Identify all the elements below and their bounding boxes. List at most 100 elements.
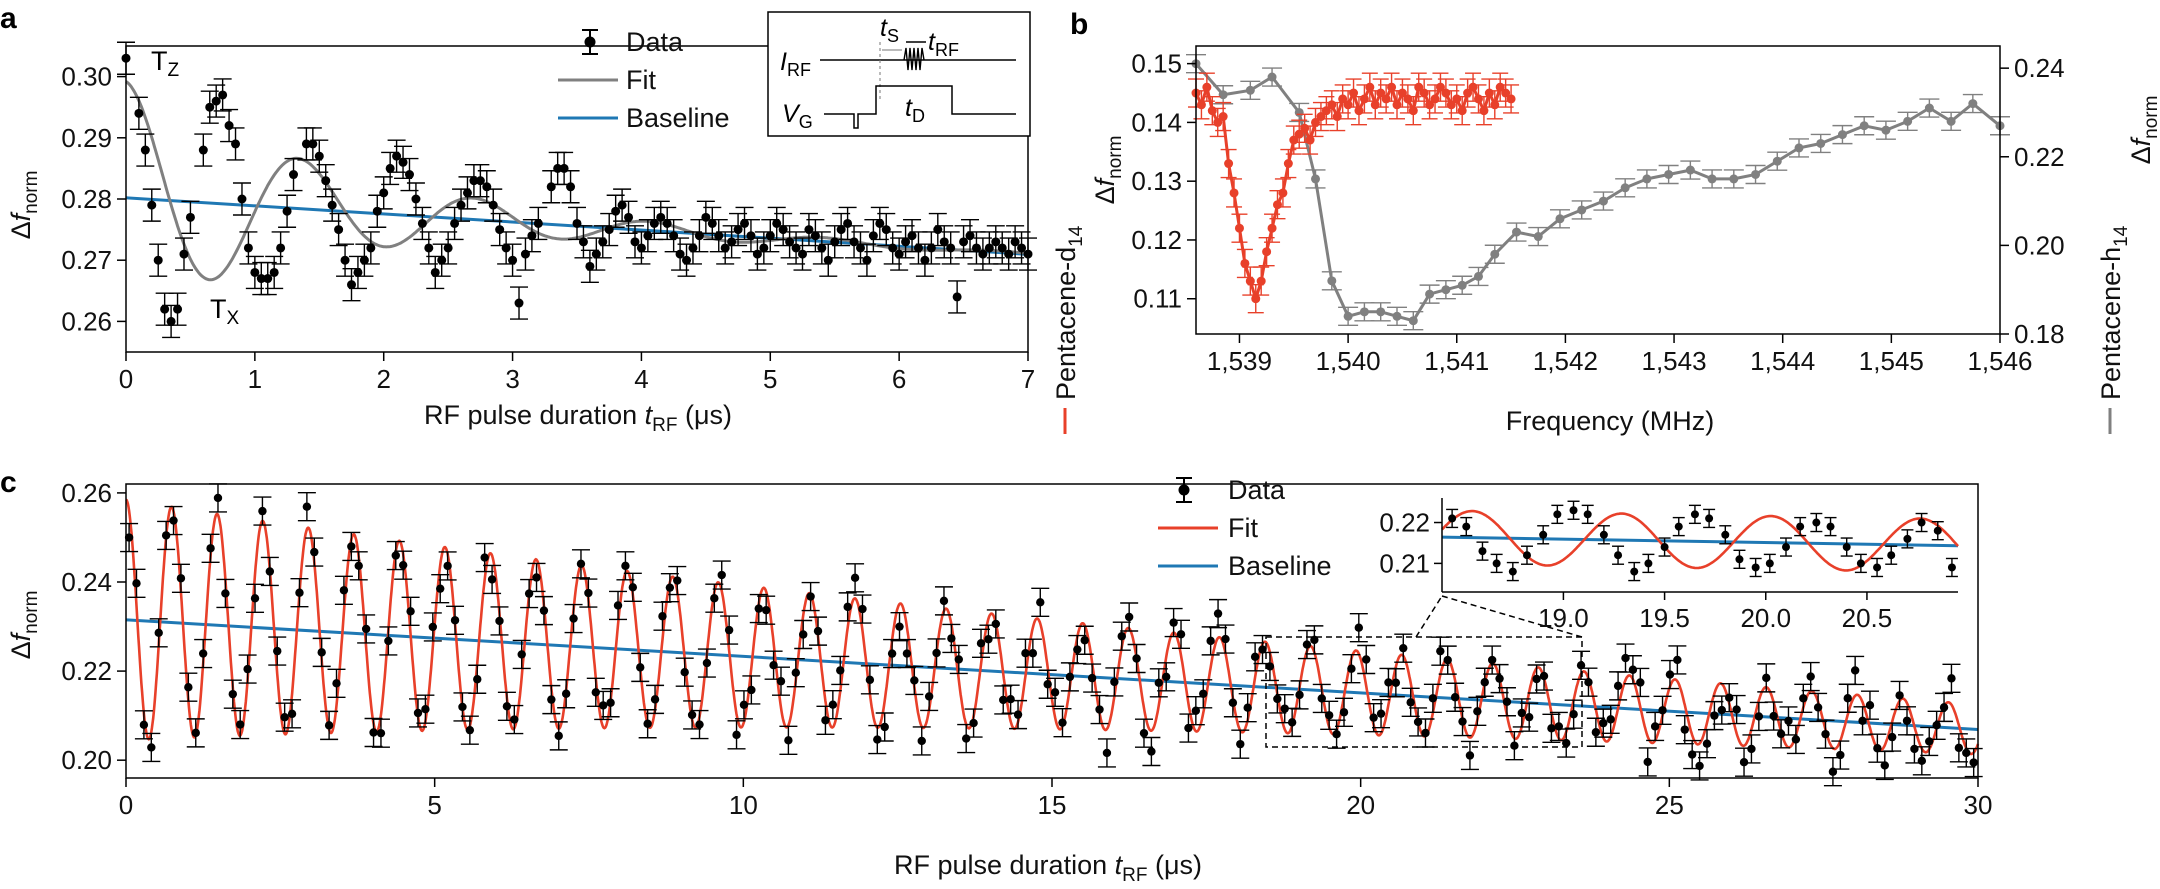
- data-point: [714, 231, 724, 241]
- data-point: [411, 194, 421, 204]
- data-point: [250, 594, 260, 603]
- x-tick-label: 5: [763, 364, 777, 394]
- data-point: [1858, 716, 1867, 725]
- data-point: [875, 218, 885, 228]
- data-point: [372, 206, 382, 216]
- data-point: [480, 553, 489, 562]
- data-point: [1495, 674, 1504, 683]
- inset-point: [1508, 567, 1517, 576]
- x-tick-label: 7: [1021, 364, 1035, 394]
- inset-point: [1630, 567, 1639, 576]
- data-point: [398, 157, 408, 167]
- data-point: [1324, 711, 1334, 720]
- h14-point: [1598, 196, 1608, 206]
- data-point: [1176, 630, 1186, 639]
- data-point: [1443, 655, 1452, 665]
- data-point: [1887, 732, 1897, 742]
- data-point: [1206, 636, 1215, 646]
- data-point: [520, 249, 530, 259]
- data-point: [347, 542, 356, 551]
- h14-point: [1837, 130, 1847, 140]
- data-point: [265, 567, 275, 576]
- data-point: [154, 628, 163, 637]
- d14-point: [1495, 82, 1505, 92]
- data-point: [695, 720, 704, 729]
- data-point: [976, 639, 986, 648]
- data-point: [1517, 708, 1526, 718]
- d14-point: [1376, 88, 1386, 98]
- d14-point: [1441, 88, 1451, 98]
- h14-point: [1359, 307, 1369, 317]
- data-point: [495, 616, 504, 626]
- data-point: [939, 596, 949, 606]
- data-point: [1265, 662, 1275, 671]
- data-point: [140, 145, 150, 155]
- h14-point: [1881, 125, 1891, 135]
- inset-point: [1614, 551, 1623, 560]
- data-point: [1354, 623, 1364, 632]
- data-point: [1010, 237, 1020, 247]
- d14-point: [1327, 100, 1337, 110]
- data-point: [1295, 690, 1304, 700]
- data-point: [624, 212, 634, 222]
- data-point: [1902, 716, 1912, 725]
- d14-point: [1278, 188, 1288, 198]
- data-point: [161, 531, 171, 540]
- data-point: [947, 634, 956, 643]
- data-point: [1184, 723, 1193, 733]
- data-point: [843, 218, 853, 228]
- data-point: [198, 649, 208, 658]
- data-point: [258, 506, 267, 516]
- d14-point: [1294, 129, 1304, 139]
- d14-point: [1403, 94, 1413, 104]
- data-point: [514, 298, 524, 308]
- data-point: [880, 722, 889, 732]
- data-point: [954, 655, 963, 664]
- data-point: [532, 573, 541, 582]
- data-point: [1584, 678, 1593, 687]
- data-point: [1932, 721, 1941, 730]
- d14-point: [1338, 94, 1348, 104]
- y-tick-label: 0.30: [61, 62, 112, 92]
- data-point: [702, 658, 712, 668]
- d14-point: [1484, 88, 1494, 98]
- data-point: [1080, 636, 1089, 645]
- data-point: [733, 225, 743, 235]
- d14-point: [1321, 106, 1331, 116]
- inset-point: [1917, 518, 1926, 527]
- data-point: [1213, 609, 1223, 618]
- data-point: [487, 575, 497, 584]
- data-point: [850, 573, 860, 583]
- data-point: [765, 231, 775, 241]
- data-point: [359, 255, 369, 265]
- data-point: [865, 675, 875, 685]
- panel-a-xlabel: RF pulse duration tRF (μs): [424, 400, 732, 436]
- data-point: [340, 255, 350, 265]
- data-point: [926, 243, 936, 253]
- d14-point: [1218, 112, 1228, 122]
- data-point: [1065, 672, 1075, 682]
- data-point: [456, 200, 466, 210]
- y-tick-label: 0.15: [1131, 49, 1182, 79]
- data-point: [1228, 698, 1238, 707]
- inset-point: [1782, 543, 1790, 552]
- data-point: [971, 243, 981, 253]
- panel-c-legend: Data Fit Baseline: [1158, 475, 1332, 581]
- d14-point: [1397, 88, 1407, 98]
- h14-point: [1408, 316, 1418, 326]
- data-point: [324, 721, 334, 730]
- data-point: [791, 243, 801, 253]
- data-point: [469, 176, 479, 186]
- data-point: [462, 188, 472, 198]
- zoom-region: [1265, 636, 1583, 748]
- panel-c-inset: 19.0 19.5 20.0 20.5 0.21 0.22: [1379, 498, 1959, 633]
- data-point: [576, 559, 586, 568]
- data-point: [669, 231, 679, 241]
- x-tick-label: 3: [505, 364, 519, 394]
- inset-point: [1705, 514, 1714, 523]
- data-point: [184, 683, 193, 692]
- data-point: [1050, 688, 1060, 697]
- data-point: [1762, 673, 1771, 683]
- data-point: [147, 743, 156, 752]
- data-point: [1702, 739, 1712, 748]
